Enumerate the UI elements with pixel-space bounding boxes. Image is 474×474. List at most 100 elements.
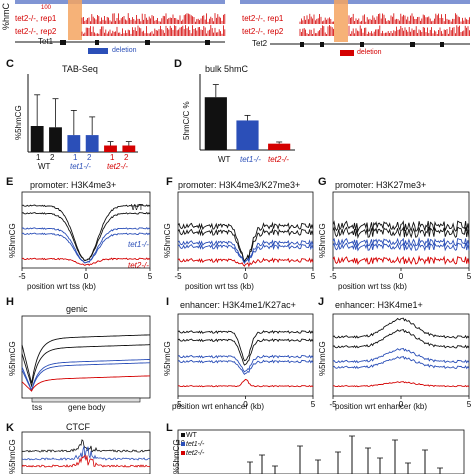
tet1-line	[332, 347, 470, 364]
panel-l-letter: L	[166, 422, 173, 434]
x-tick-label: 0	[243, 400, 248, 409]
e-tet1-label: tet1-/-	[128, 240, 149, 249]
tet1-line	[21, 232, 151, 264]
e-xlabel: position wrt tss (kb)	[27, 282, 96, 291]
tet1-line	[177, 243, 314, 265]
panel-h-title: genic	[66, 304, 88, 314]
bar	[30, 126, 44, 152]
c-group-tet2: tet2-/-	[107, 162, 128, 171]
tet2-line	[21, 257, 151, 266]
wt-line	[332, 317, 470, 339]
x-tick-label: -5	[174, 272, 182, 281]
gene-right: Tet2	[252, 39, 268, 48]
track-label-r1: tet2-/-, rep1	[242, 14, 284, 23]
f-xlabel: position wrt tss (kb)	[185, 282, 254, 291]
l-legend-tet1: tet1-/-	[186, 441, 205, 448]
i-xlabel: position wrt enhancer (kb)	[172, 402, 265, 411]
wt-line	[332, 220, 470, 233]
l-ytick: 10	[177, 440, 185, 447]
panel-c-title: TAB-Seq	[62, 64, 98, 74]
panel-k-title: CTCF	[66, 422, 90, 432]
track-label-r2: tet2-/-, rep2	[242, 27, 284, 36]
wt-line	[21, 211, 151, 262]
bar	[49, 127, 62, 152]
bar	[268, 143, 291, 150]
x-tick-label: -5	[329, 400, 337, 409]
x-tick-label: 5	[311, 400, 316, 409]
h-xlabel-body: gene body	[68, 403, 106, 412]
c-rep-3: 1	[73, 153, 78, 162]
c-rep-2: 2	[50, 153, 55, 162]
track-label-l0: 100	[41, 5, 52, 11]
panel-f-letter: F	[166, 176, 173, 188]
wt-line	[21, 344, 150, 388]
g-xlabel: position wrt tss (kb)	[338, 282, 407, 291]
x-tick-label: 0	[84, 272, 89, 281]
bar	[204, 97, 227, 150]
bar	[67, 135, 81, 152]
wt-line	[177, 227, 314, 263]
c-rep-6: 2	[124, 153, 129, 162]
tet2-line	[177, 257, 314, 268]
tet2-line	[332, 381, 470, 388]
panel-g-title: promoter: H3K27me3+	[335, 180, 427, 190]
deletion-right: deletion	[357, 49, 382, 56]
tet1-line	[177, 359, 314, 375]
c-rep-4: 2	[87, 153, 92, 162]
c-group-wt: WT	[38, 162, 51, 171]
tet1-line	[332, 236, 470, 247]
x-tick-label: 5	[467, 400, 472, 409]
wt-line	[177, 329, 314, 362]
d-group-wt: WT	[218, 155, 231, 164]
panel-d-title: bulk 5hmC	[205, 64, 249, 74]
wt-line	[332, 328, 470, 349]
tet1-line	[332, 241, 470, 252]
bar	[122, 145, 136, 152]
panel-k-letter: K	[6, 422, 14, 434]
ctcf-line	[21, 446, 151, 461]
gene-body-bar	[31, 397, 141, 403]
bar	[104, 145, 117, 152]
tet2-line	[177, 378, 314, 388]
x-tick-label: 0	[399, 272, 404, 281]
x-tick-label: 5	[467, 272, 472, 281]
wt-line	[177, 338, 314, 366]
h-xlabel-tss: tss	[32, 403, 43, 412]
x-tick-label: 0	[243, 272, 248, 281]
tet2-line	[332, 255, 470, 266]
tet2-line	[21, 375, 150, 392]
panel-j-letter: J	[318, 296, 325, 308]
l-legend-tet2: tet2-/-	[186, 450, 205, 457]
deletion-left: deletion	[112, 47, 137, 54]
top-browser-tracks	[15, 0, 470, 56]
tet1-line	[332, 355, 470, 370]
legend-swatch-tet1	[181, 442, 185, 446]
tet1-line	[21, 359, 150, 392]
c-rep-5: 1	[110, 153, 115, 162]
e-wt-label: WT	[131, 203, 144, 212]
panel-h-letter: H	[6, 296, 14, 308]
wt-line	[332, 226, 470, 239]
panel-f-title: promoter: H3K4me3/K27me3+	[178, 180, 301, 190]
x-tick-label: -5	[174, 400, 182, 409]
x-tick-label: 0	[399, 400, 404, 409]
track-label-l2: tet2-/-, rep2	[15, 27, 57, 36]
gene-left: Tet1	[38, 37, 54, 46]
panel-e-title: promoter: H3K4me3+	[30, 180, 117, 190]
ctcf-line	[21, 439, 151, 453]
legend-swatch-wt	[181, 433, 185, 437]
x-tick-label: -5	[329, 272, 337, 281]
c-group-tet1: tet1-/-	[70, 162, 91, 171]
plot-frame	[21, 431, 151, 474]
x-tick-label: 5	[311, 272, 316, 281]
bar	[236, 120, 259, 150]
panel-e-letter: E	[6, 176, 14, 188]
tet1-line	[21, 362, 151, 392]
plot-frame	[177, 429, 465, 474]
e-tet2-label: tet2-/-	[128, 261, 149, 270]
ctcf-line	[21, 454, 150, 468]
panel-j-title: enhancer: H3K4me1+	[335, 300, 423, 310]
panel-i-title: enhancer: H3K4me1/K27ac+	[180, 300, 296, 310]
